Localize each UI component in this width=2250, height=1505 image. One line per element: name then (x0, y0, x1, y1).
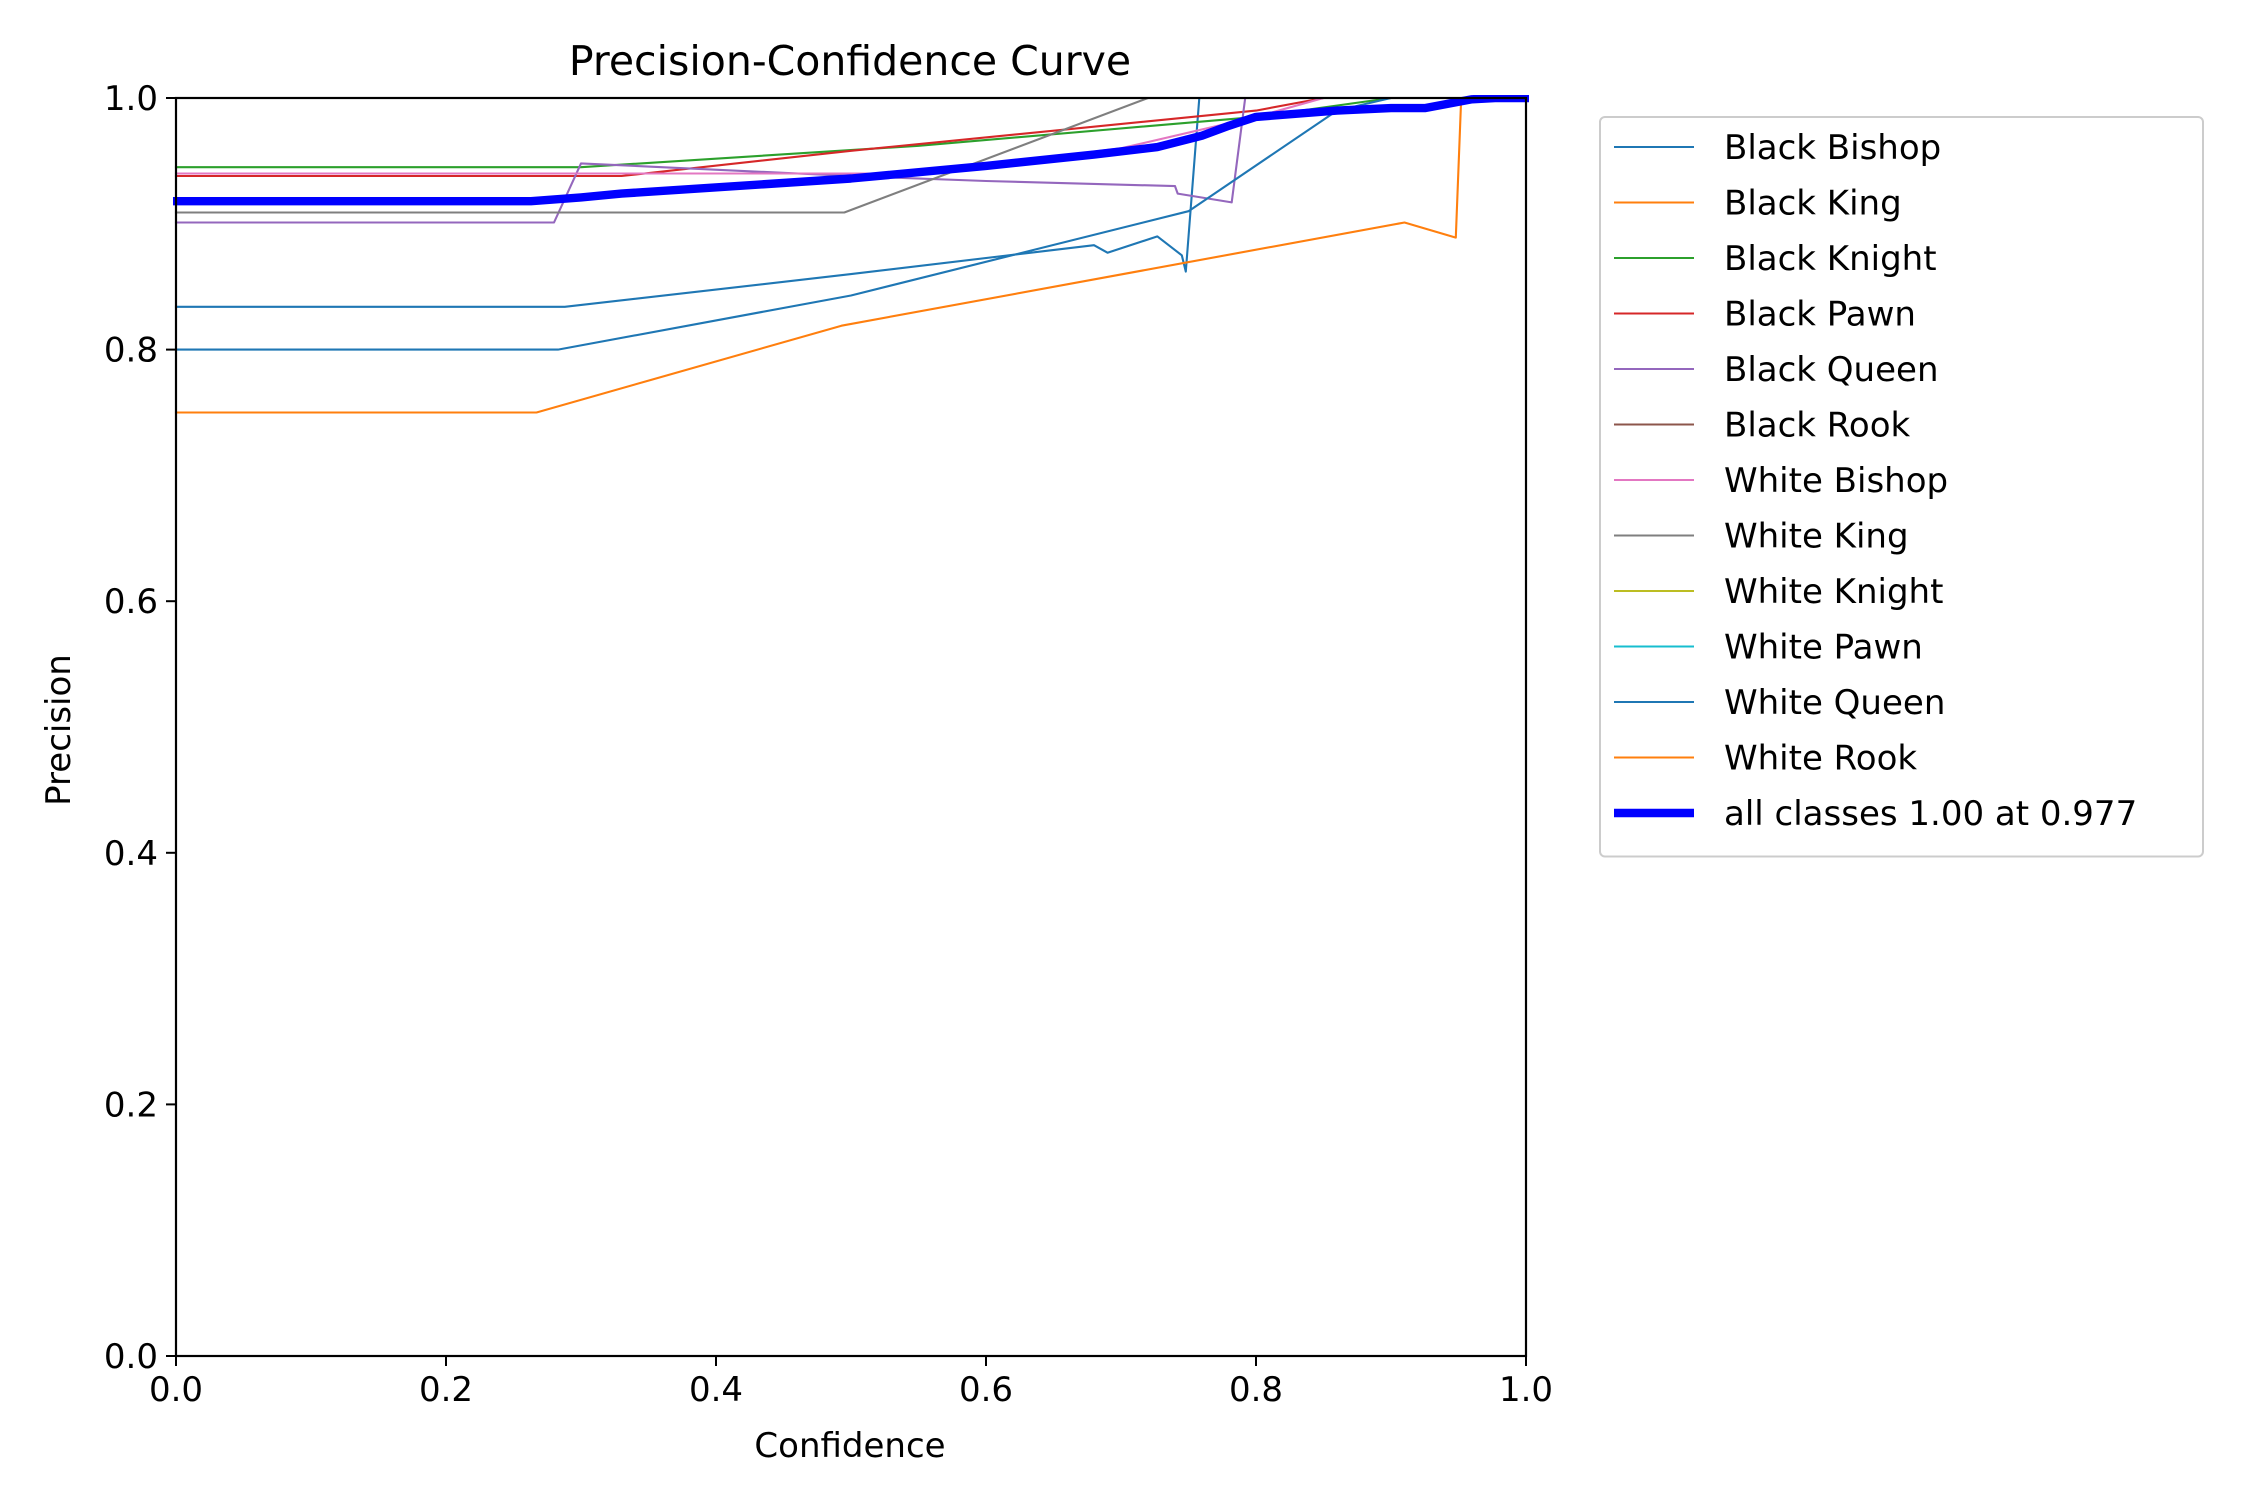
x-tick-label: 0.6 (959, 1370, 1013, 1410)
legend-label: White Pawn (1724, 628, 1923, 668)
y-axis-label: Precision (39, 654, 79, 806)
x-tick-label: 0.0 (149, 1370, 203, 1410)
legend-label: White Queen (1724, 683, 1945, 723)
y-tick-label: 0.0 (104, 1337, 158, 1377)
x-tick-label: 1.0 (1499, 1370, 1553, 1410)
axes-frame (174, 96, 1528, 1358)
x-tick-label: 0.4 (689, 1370, 743, 1410)
legend-label: all classes 1.00 at 0.977 (1724, 794, 2137, 834)
legend: Black Bishop Black King Black Knight Black … (1599, 116, 2204, 858)
chart-title: Precision-Confidence Curve (569, 37, 1131, 85)
y-tick-label: 0.2 (104, 1085, 158, 1125)
x-axis-label: Confidence (754, 1426, 945, 1466)
legend-label: Black Queen (1724, 350, 1939, 390)
series-line-white-queen (174, 96, 1528, 351)
y-tick-label: 0.8 (104, 331, 158, 371)
series-line-black-king (174, 96, 1528, 414)
legend-label: Black Pawn (1724, 295, 1916, 335)
legend-box (1599, 116, 2204, 858)
legend-label: White Knight (1724, 572, 1943, 612)
y-tick-label: 0.6 (104, 582, 158, 622)
legend-label: Black Rook (1724, 406, 1910, 446)
legend-label: Black Bishop (1724, 128, 1941, 168)
y-tick-label: 1.0 (104, 79, 158, 119)
legend-label: White Rook (1724, 739, 1917, 779)
series-line-all-classes-1-00-at-0-977 (173, 95, 1529, 206)
x-tick-label: 0.2 (419, 1370, 473, 1410)
series-line-black-bishop (174, 96, 1528, 308)
legend-label: Black Knight (1724, 239, 1937, 279)
legend-label: Black King (1724, 184, 1902, 224)
series-line-black-queen (174, 96, 1528, 224)
series-lines (173, 95, 1529, 414)
legend-label: White King (1724, 517, 1909, 557)
x-tick-label: 0.8 (1229, 1370, 1283, 1410)
y-tick-label: 0.4 (104, 834, 158, 874)
plot-area: 0.0 0.2 0.4 0.6 0.8 1.0 0.0 0.2 0.4 0.6 0.8 1.0 (104, 79, 1553, 1410)
legend-label: White Bishop (1724, 461, 1948, 501)
